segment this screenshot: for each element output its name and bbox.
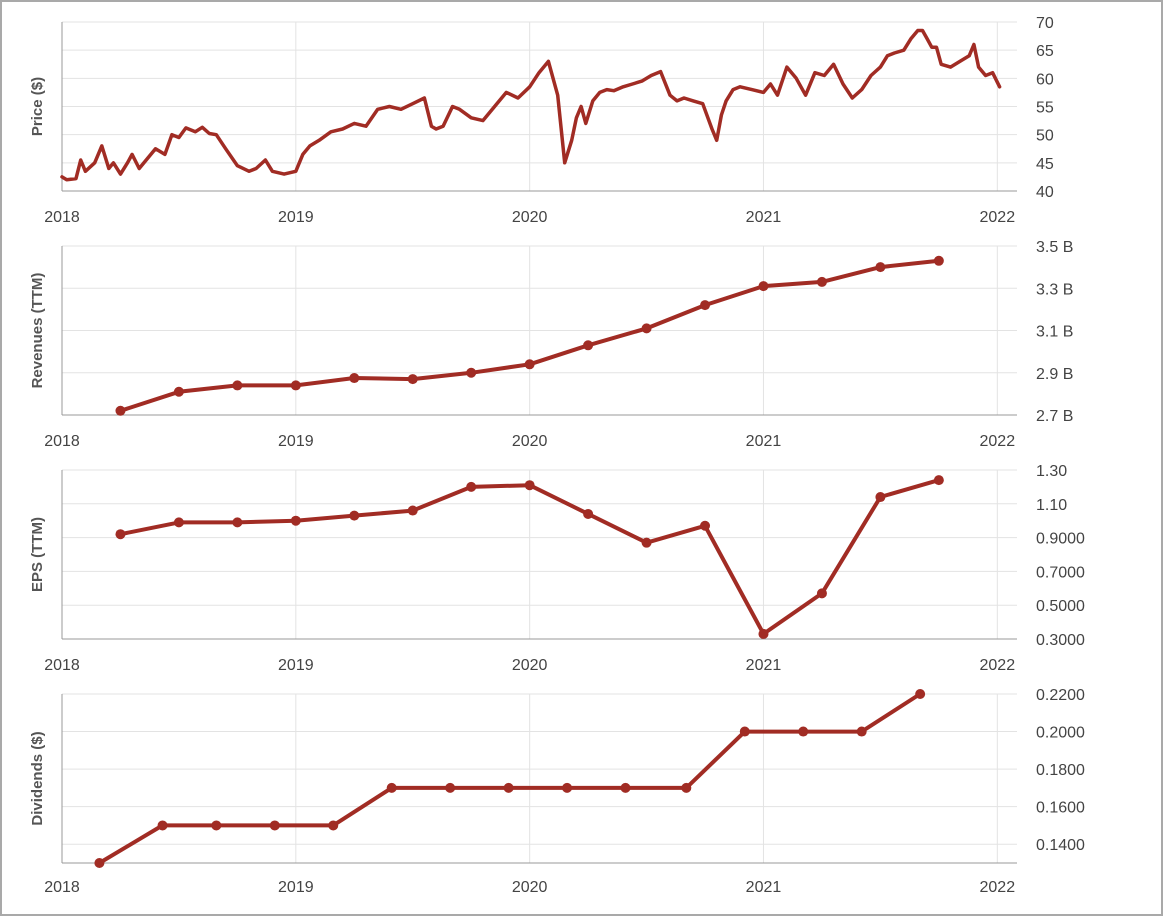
price-chart: 40 45 50 55 60 65 70 2018 2019 2020 2021 2022 Price …: [29, 15, 1054, 226]
revenues-y-axis-title: Revenues (TTM): [29, 273, 46, 389]
revenues-data-point[interactable]: [407, 374, 418, 385]
revenues-data-point[interactable]: [466, 367, 477, 378]
revenues-x-tick-label: 2020: [512, 433, 548, 450]
dividends-data-point[interactable]: [157, 820, 168, 831]
dividends-data-point[interactable]: [445, 782, 456, 793]
eps-data-point[interactable]: [875, 492, 886, 503]
dividends-data-point[interactable]: [94, 858, 105, 868]
eps-x-tick-label: 2018: [44, 657, 80, 674]
eps-data-point[interactable]: [933, 475, 944, 486]
eps-data-point[interactable]: [641, 537, 652, 548]
price-y-tick-label: 55: [1036, 100, 1054, 117]
dividends-x-tick-label: 2019: [278, 879, 314, 894]
revenues-y-tick-label: 2.9 B: [1036, 366, 1073, 383]
revenues-chart: 2.7 B 2.9 B 3.1 B 3.3 B 3.5 B 2018 2019 2020 202…: [29, 239, 1073, 450]
revenues-data-point[interactable]: [524, 359, 535, 370]
price-series-line: [60, 28, 1002, 182]
dividends-y-tick-label: 0.2200: [1036, 687, 1085, 704]
revenues-x-tick-label: 2022: [980, 433, 1016, 450]
dividends-data-point[interactable]: [328, 820, 339, 831]
dividends-data-point[interactable]: [681, 782, 692, 793]
dividends-x-tick-label: 2020: [512, 879, 548, 894]
eps-x-tick-label: 2019: [278, 657, 314, 674]
eps-data-point[interactable]: [115, 529, 126, 540]
eps-data-point[interactable]: [407, 505, 418, 516]
eps-data-point[interactable]: [349, 510, 360, 521]
dividends-y-tick-label: 0.1800: [1036, 762, 1085, 779]
revenues-data-point[interactable]: [583, 340, 594, 351]
eps-data-point[interactable]: [816, 588, 827, 599]
dividends-data-point[interactable]: [856, 726, 867, 737]
revenues-y-tick-label: 3.3 B: [1036, 281, 1073, 298]
price-y-tick-label: 45: [1036, 156, 1054, 173]
revenues-y-tick-label: 2.7 B: [1036, 408, 1073, 425]
price-y-axis-title: Price ($): [29, 77, 46, 136]
eps-data-point[interactable]: [583, 508, 594, 519]
eps-data-point[interactable]: [524, 480, 535, 491]
dividends-chart: 0.1400 0.1600 0.1800 0.2000 0.2200 2018 2019 20…: [29, 687, 1085, 894]
price-y-tick-label: 70: [1036, 15, 1054, 32]
dividends-data-point[interactable]: [798, 726, 809, 737]
dividends-series-line: [97, 692, 923, 865]
eps-data-point[interactable]: [290, 515, 301, 526]
revenues-x-tick-label: 2019: [278, 433, 314, 450]
eps-data-point[interactable]: [173, 517, 184, 528]
eps-data-point[interactable]: [466, 481, 477, 492]
price-x-tick-label: 2022: [980, 209, 1016, 226]
revenues-data-point[interactable]: [641, 323, 652, 334]
dividends-x-tick-label: 2018: [44, 879, 80, 894]
dividends-x-tick-label: 2022: [980, 879, 1016, 894]
eps-y-tick-label: 0.7000: [1036, 564, 1085, 581]
dividends-y-tick-label: 0.2000: [1036, 725, 1085, 742]
eps-chart: 0.3000 0.5000 0.7000 0.9000 1.10 1.30 2018 2019…: [29, 463, 1085, 674]
revenues-data-point[interactable]: [290, 380, 301, 391]
revenues-y-tick-label: 3.5 B: [1036, 239, 1073, 256]
dividends-data-point[interactable]: [503, 782, 514, 793]
revenues-y-tick-label: 3.1 B: [1036, 324, 1073, 341]
dividends-y-axis-title: Dividends ($): [29, 731, 46, 825]
dividends-y-tick-label: 0.1600: [1036, 800, 1085, 817]
price-y-tick-label: 40: [1036, 184, 1054, 201]
price-x-tick-label: 2021: [746, 209, 782, 226]
dividends-data-point[interactable]: [562, 782, 573, 793]
price-x-tick-label: 2018: [44, 209, 80, 226]
revenues-x-tick-label: 2018: [44, 433, 80, 450]
price-y-tick-label: 50: [1036, 128, 1054, 145]
revenues-data-point[interactable]: [173, 386, 184, 397]
revenues-data-point[interactable]: [700, 300, 711, 311]
eps-y-tick-label: 1.30: [1036, 463, 1067, 480]
revenues-data-point[interactable]: [758, 281, 769, 292]
dividends-data-point[interactable]: [915, 689, 926, 699]
eps-x-tick-label: 2020: [512, 657, 548, 674]
price-y-tick-label: 65: [1036, 43, 1054, 60]
eps-data-point[interactable]: [700, 520, 711, 531]
revenues-x-tick-label: 2021: [746, 433, 782, 450]
dividends-data-point[interactable]: [739, 726, 750, 737]
eps-y-axis-title: EPS (TTM): [29, 517, 46, 592]
eps-x-tick-label: 2022: [980, 657, 1016, 674]
dividends-x-tick-label: 2021: [746, 879, 782, 894]
price-y-tick-label: 60: [1036, 71, 1054, 88]
dividends-y-tick-label: 0.1400: [1036, 837, 1085, 854]
dividends-data-point[interactable]: [269, 820, 280, 831]
eps-data-point[interactable]: [232, 517, 243, 528]
revenues-data-point[interactable]: [115, 405, 126, 416]
dividends-data-point[interactable]: [211, 820, 222, 831]
revenues-data-point[interactable]: [933, 255, 944, 266]
eps-x-tick-label: 2021: [746, 657, 782, 674]
revenues-data-point[interactable]: [875, 262, 886, 273]
eps-y-tick-label: 1.10: [1036, 497, 1067, 514]
revenues-data-point[interactable]: [232, 380, 243, 391]
price-x-tick-label: 2020: [512, 209, 548, 226]
price-x-tick-label: 2019: [278, 209, 314, 226]
revenues-data-point[interactable]: [349, 373, 360, 384]
dividends-data-point[interactable]: [386, 782, 397, 793]
eps-data-point[interactable]: [758, 628, 769, 639]
dividends-data-point[interactable]: [620, 782, 631, 793]
eps-y-tick-label: 0.5000: [1036, 598, 1085, 615]
eps-y-tick-label: 0.3000: [1036, 632, 1085, 649]
eps-y-tick-label: 0.9000: [1036, 531, 1085, 548]
revenues-data-point[interactable]: [816, 276, 827, 287]
